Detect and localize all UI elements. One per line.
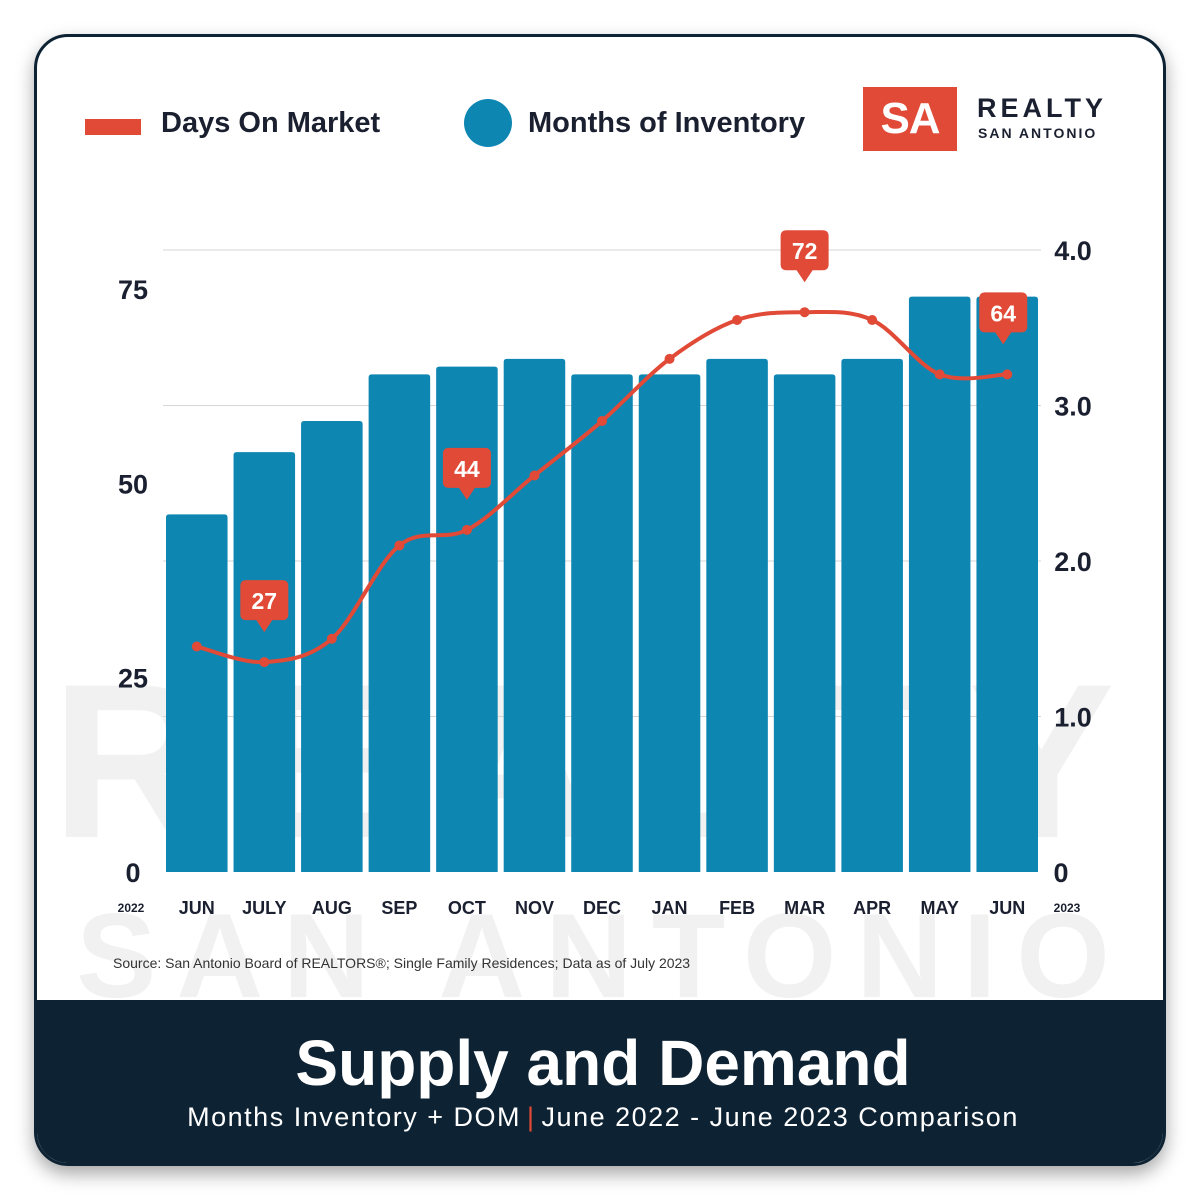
months-inventory-legend-label: Months of Inventory — [528, 107, 806, 139]
days-on-market-callout-label: 44 — [454, 456, 480, 482]
days-on-market-point — [191, 641, 202, 652]
days-on-market-point — [664, 353, 675, 364]
inventory-bar — [436, 366, 498, 872]
days-on-market-point — [529, 470, 540, 481]
inventory-bar — [571, 374, 633, 872]
days-on-market-point — [1002, 369, 1013, 380]
x-axis-tick-label: MAR — [784, 898, 825, 918]
inventory-bar — [368, 374, 431, 872]
days-on-market-point — [259, 657, 270, 668]
days-on-market-point — [732, 314, 743, 325]
days-on-market-point — [597, 416, 607, 427]
logo-realty-text: REALTY — [977, 93, 1107, 123]
x-axis-tick-label: APR — [853, 898, 891, 918]
days-on-market-callout-label: 72 — [792, 238, 818, 264]
right-axis-tick-label: 2.0 — [1054, 547, 1092, 577]
start-year-label: 2022 — [118, 901, 145, 915]
days-on-market-callout — [442, 447, 491, 500]
days-on-market-callout-label: 64 — [990, 300, 1016, 326]
inventory-bar — [976, 296, 1038, 872]
inventory-bar — [638, 374, 701, 872]
days-on-market-legend-swatch — [85, 119, 141, 135]
days-on-market-point — [394, 540, 405, 551]
x-axis-tick-label: JUN — [179, 898, 215, 918]
days-on-market-point — [934, 369, 945, 380]
x-axis-tick-label: JAN — [652, 898, 688, 918]
logo-san-antonio-text: SAN ANTONIO — [978, 125, 1098, 141]
inventory-bar — [841, 358, 903, 873]
inventory-bar — [301, 421, 363, 872]
inventory-bar — [503, 358, 566, 873]
logo-mark: SA — [863, 87, 957, 151]
end-year-label: 2023 — [1054, 901, 1081, 915]
inventory-bar — [773, 374, 836, 872]
days-on-market-callout — [240, 580, 289, 633]
right-axis-tick-label: 3.0 — [1054, 392, 1092, 422]
inventory-bar — [166, 514, 228, 872]
days-on-market-callout — [780, 230, 829, 283]
right-axis-tick-label: 1.0 — [1054, 703, 1092, 733]
footer-subtitle-right: June 2022 - June 2023 Comparison — [541, 1102, 1019, 1132]
days-on-market-point — [799, 307, 810, 318]
x-axis-tick-label: MAY — [921, 898, 959, 918]
x-axis-tick-label: AUG — [312, 898, 352, 918]
x-axis-tick-label: OCT — [448, 898, 486, 918]
x-axis-tick-label: DEC — [583, 898, 621, 918]
x-axis-tick-label: NOV — [515, 898, 554, 918]
x-axis-tick-label: JUN — [989, 898, 1025, 918]
right-axis-tick-label: 0 — [1053, 858, 1068, 888]
source-note: Source: San Antonio Board of REALTORS®; … — [113, 955, 691, 971]
left-axis-tick-label: 75 — [118, 275, 148, 305]
footer-subtitle: Months Inventory + DOM | June 2022 - June … — [37, 1102, 1163, 1133]
months-inventory-legend-swatch — [464, 99, 512, 147]
infographic-card: REALTY SAN ANTONIO Days On Market Months… — [34, 34, 1166, 1166]
footer-title: Supply and Demand — [295, 1027, 911, 1099]
days-on-market-legend-label: Days On Market — [161, 107, 381, 139]
supply-demand-chart: 0 25 50 75 0 1.0 2.0 3.0 4.0 JUN JULY AUG SEP OCT NOV D… — [118, 230, 1092, 918]
right-axis-tick-label: 4.0 — [1054, 236, 1092, 266]
inventory-bar — [706, 358, 768, 873]
left-axis-tick-label: 25 — [118, 664, 148, 694]
footer-banner: Supply and Demand Months Inventory + DOM… — [37, 1000, 1163, 1163]
days-on-market-point — [326, 633, 337, 644]
x-axis-tick-label: SEP — [381, 898, 417, 918]
inventory-bar — [908, 296, 971, 872]
x-axis-tick-label: FEB — [719, 898, 755, 918]
days-on-market-point — [867, 314, 878, 325]
days-on-market-callout — [979, 292, 1028, 345]
days-on-market-callout-label: 27 — [252, 588, 278, 614]
left-axis-tick-label: 50 — [118, 469, 148, 499]
left-axis-tick-label: 0 — [125, 858, 140, 888]
footer-subtitle-left: Months Inventory + DOM — [187, 1102, 522, 1132]
footer-subtitle-separator: | — [527, 1102, 536, 1132]
days-on-market-point — [461, 524, 472, 535]
x-axis-tick-label: JULY — [242, 898, 286, 918]
